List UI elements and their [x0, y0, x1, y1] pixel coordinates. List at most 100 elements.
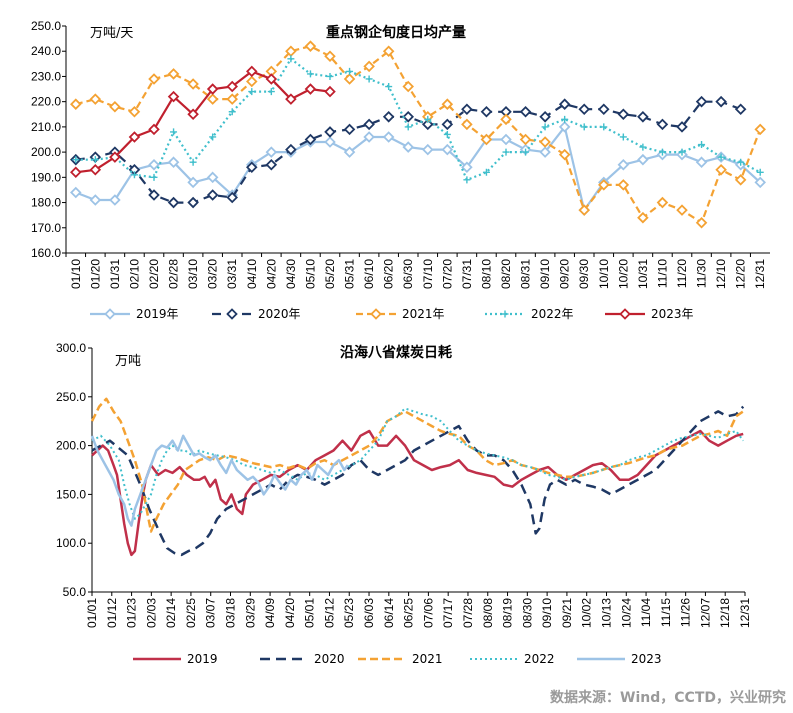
source-note: 数据来源：Wind，CCTD，兴业研究	[550, 689, 786, 706]
chart1-x-tick-label: 09/10	[538, 259, 552, 289]
chart1-x-tick-label: 12/20	[734, 259, 748, 289]
chart1-point	[326, 72, 334, 80]
chart1-point	[324, 50, 336, 63]
chart2-y-tick-label: 100.0	[56, 536, 86, 550]
chart1-point	[402, 141, 414, 153]
chart2-x-tick-label: 04/09	[263, 598, 277, 628]
chart1-point	[265, 158, 278, 171]
chart1-point	[228, 108, 236, 116]
chart2-x-tick-label: 09/10	[540, 598, 554, 628]
chart2-x-tick-label: 02/25	[184, 598, 198, 628]
chart1-point	[324, 85, 336, 98]
chart1-point	[715, 95, 727, 108]
chart1-point	[561, 115, 569, 123]
chart1-point	[656, 118, 669, 131]
chart1-point	[441, 143, 454, 156]
chart2-series-line-2020	[91, 405, 745, 557]
chart1-point	[206, 83, 219, 95]
chart1-point	[382, 45, 395, 57]
chart1-point	[539, 136, 551, 148]
chart1-point	[617, 179, 630, 191]
chart1-point	[226, 93, 238, 105]
chart1-x-tick-label: 06/20	[382, 259, 396, 289]
chart2-x-tick-label: 11/26	[679, 598, 693, 627]
chart1-x-tick-label: 11/10	[655, 259, 669, 288]
chart1-point	[150, 173, 158, 181]
chart1-point	[109, 151, 121, 163]
chart1-point	[167, 156, 180, 168]
chart1-x-tick-label: 10/31	[636, 259, 650, 289]
chart2-series-line-2019	[91, 429, 744, 557]
chart1-point	[167, 90, 180, 103]
chart2-x-tick-label: 07/06	[421, 598, 435, 628]
chart1-point	[206, 171, 219, 184]
chart1-point	[717, 153, 725, 161]
chart1-y-tick-label: 210.0	[31, 120, 61, 134]
chart2-x-tick-label: 12/18	[718, 598, 732, 628]
chart1-point	[170, 128, 178, 136]
chart1-point	[285, 93, 297, 105]
chart2-x-tick-label: 05/12	[322, 598, 336, 628]
chart2-x-tick-label: 11/04	[639, 598, 653, 627]
chart2-x-tick-label: 01/01	[85, 598, 99, 628]
chart1-point	[422, 143, 434, 156]
chart1-point	[756, 168, 764, 176]
chart1-point	[89, 163, 102, 176]
chart1-x-tick-label: 09/30	[577, 259, 591, 289]
chart1-point	[500, 113, 512, 126]
chart1-point	[522, 148, 530, 156]
chart2-legend-label: 2020	[314, 652, 345, 666]
chart1-point	[89, 93, 102, 105]
chart2-x-tick-label: 03/07	[204, 598, 218, 628]
chart1-point	[385, 83, 393, 91]
chart2-x-tick-label: 07/17	[441, 598, 455, 628]
chart1-point	[70, 186, 82, 199]
chart2-x-tick-label: 05/01	[303, 598, 317, 628]
chart1-x-tick-label: 04/10	[245, 259, 259, 289]
chart1-point	[676, 204, 688, 216]
chart2-unit-label: 万吨	[115, 354, 141, 369]
chart1-point	[324, 136, 336, 148]
chart1-title: 重点钢企旬度日均产量	[326, 24, 466, 41]
chart1-point	[128, 131, 141, 143]
chart1-point	[541, 123, 549, 131]
chart1-series-line-2019年	[75, 124, 761, 213]
chart2-x-tick-label: 10/24	[619, 598, 633, 628]
chart1-point	[463, 176, 471, 184]
chart1-x-tick-label: 08/31	[519, 259, 533, 289]
chart1-point	[226, 191, 238, 204]
chart1-point	[265, 146, 278, 158]
chart1-point	[441, 98, 454, 110]
chart1-point	[580, 123, 588, 131]
chart1-point	[598, 179, 610, 191]
chart1-y-tick-label: 190.0	[31, 170, 61, 184]
chart1-point	[539, 111, 551, 123]
chart2-legend-label: 2021	[412, 652, 443, 666]
chart1-point	[324, 126, 336, 138]
chart1-point	[265, 73, 278, 85]
chart1-point	[209, 133, 217, 141]
chart2-legend-label: 2023	[631, 652, 662, 666]
chart1-point	[619, 133, 627, 141]
chart1-point	[363, 118, 375, 131]
chart1-point	[402, 111, 414, 123]
chart1-legend-marker	[370, 308, 382, 320]
chart2-legend-label: 2022	[524, 652, 555, 666]
chart1-legend-marker	[226, 308, 238, 320]
chart1-point	[246, 65, 258, 78]
chart1-point	[715, 163, 727, 176]
chart1-y-tick-label: 220.0	[31, 95, 61, 109]
chart1-point	[304, 40, 317, 52]
chart1-point	[89, 194, 102, 206]
chart2-x-tick-label: 08/30	[520, 598, 534, 628]
chart1-point	[695, 156, 708, 168]
chart1-x-tick-label: 02/28	[167, 259, 181, 289]
chart1-point	[189, 158, 197, 166]
chart1-point	[343, 123, 356, 136]
chart1-point	[226, 80, 238, 93]
chart1-x-tick-label: 01/20	[88, 259, 102, 289]
chart1-legend-marker	[501, 310, 509, 318]
chart1-point	[578, 103, 590, 116]
chart1-point	[70, 166, 82, 179]
chart1-legend-label: 2023年	[651, 307, 694, 321]
